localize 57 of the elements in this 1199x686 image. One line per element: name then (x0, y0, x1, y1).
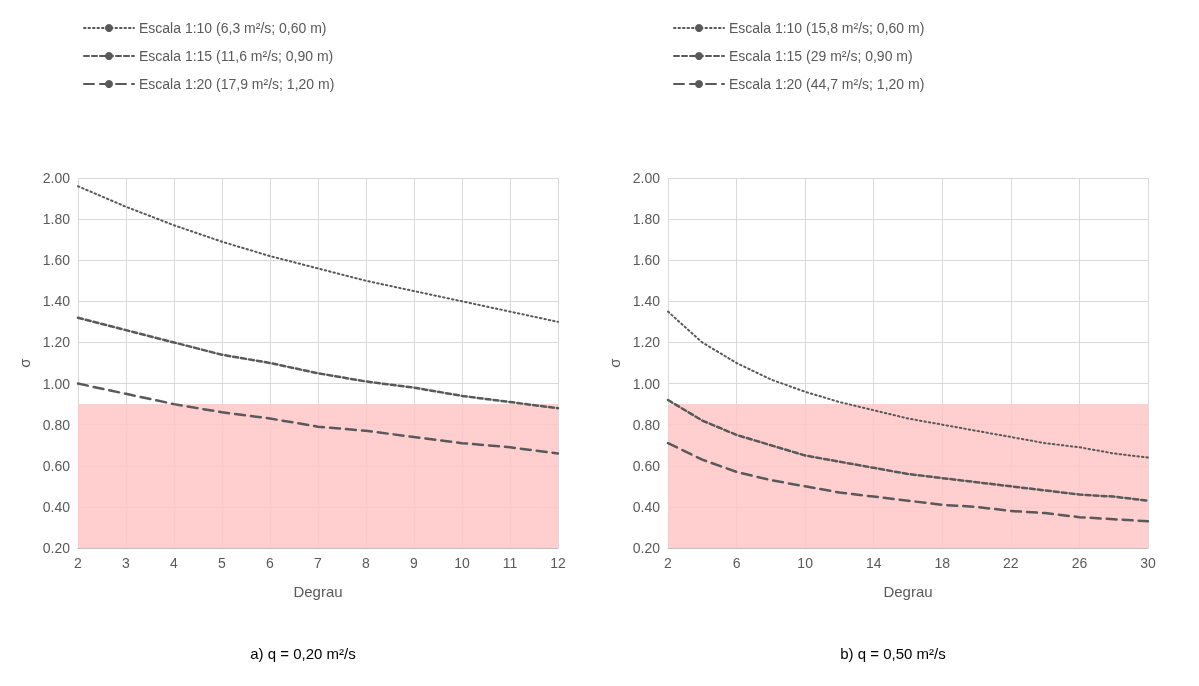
line-series (666, 441, 1150, 523)
y-tick-label: 0.60 (42, 457, 71, 474)
legend-label: Escala 1:10 (15,8 m²/s; 0,60 m) (729, 20, 925, 36)
y-tick-label: 0.60 (632, 457, 661, 474)
x-tick-label: 6 (732, 555, 741, 571)
text: a) q = 0,20 m²/s (250, 645, 356, 662)
legend-label: Escala 1:10 (6,3 m²/s; 0,60 m) (139, 20, 327, 36)
legend-label: Escala 1:20 (17,9 m²/s; 1,20 m) (139, 76, 335, 92)
line-series (667, 310, 1149, 459)
x-tick-label: 3 (122, 555, 131, 571)
x-axis-title: Degrau (883, 583, 933, 600)
x-tick-label: 2 (664, 555, 673, 571)
x-tick-label: 26 (1071, 555, 1088, 571)
y-tick-label: 1.60 (42, 252, 71, 269)
x-tick-label: 30 (1140, 555, 1156, 571)
text: b) q = 0,50 m²/s (840, 645, 946, 662)
line-series (666, 398, 1150, 502)
y-tick-label: 1.60 (632, 252, 661, 269)
y-tick-label: 1.40 (42, 293, 71, 310)
x-tick-label: 2 (74, 555, 83, 571)
y-tick-label: 1.40 (632, 293, 661, 310)
x-tick-label: 8 (362, 555, 371, 571)
x-axis-title: Degrau (293, 583, 343, 600)
legend-label: Escala 1:15 (29 m²/s; 0,90 m) (729, 48, 913, 64)
x-tick-label: 10 (454, 555, 470, 571)
y-tick-label: 1.80 (632, 211, 661, 228)
x-tick-label: 14 (865, 555, 882, 571)
y-tick-label: 1.20 (42, 334, 71, 351)
legend-label: Escala 1:15 (11,6 m²/s; 0,90 m) (139, 48, 334, 64)
x-tick-label: 4 (170, 555, 179, 571)
y-tick-label: 0.20 (42, 540, 71, 556)
y-tick-label: 1.20 (632, 334, 661, 351)
x-tick-label: 18 (934, 555, 951, 571)
y-tick-label: 0.40 (42, 498, 71, 515)
line-series (76, 316, 560, 410)
x-tick-label: 12 (550, 555, 566, 571)
legend-label: Escala 1:20 (44,7 m²/s; 1,20 m) (729, 76, 925, 92)
y-tick-label: 0.20 (632, 540, 661, 556)
line-series (76, 382, 560, 455)
x-tick-label: 9 (410, 555, 419, 571)
y-tick-label: 2.00 (632, 170, 661, 186)
y-tick-label: 1.00 (632, 375, 661, 392)
x-tick-label: 10 (797, 555, 814, 571)
y-axis-title: σ (605, 357, 623, 368)
x-tick-label: 6 (266, 555, 275, 571)
y-axis-title: σ (15, 357, 33, 368)
x-tick-label: 5 (218, 555, 227, 571)
x-tick-label: 22 (1003, 555, 1019, 571)
y-tick-label: 1.00 (42, 375, 71, 392)
y-tick-label: 0.80 (632, 416, 661, 433)
x-tick-label: 7 (314, 555, 323, 571)
y-tick-label: 2.00 (42, 170, 71, 186)
y-tick-label: 0.40 (632, 498, 661, 515)
x-tick-label: 11 (502, 555, 518, 571)
line-series (77, 185, 559, 323)
y-tick-label: 0.80 (42, 416, 71, 433)
y-tick-label: 1.80 (42, 211, 71, 228)
